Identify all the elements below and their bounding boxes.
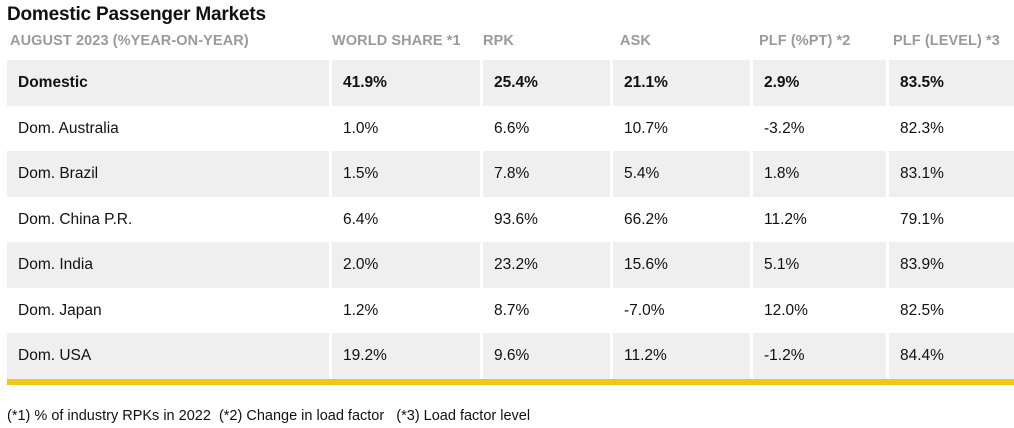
header-period: AUGUST 2023 (%YEAR-ON-YEAR) (10, 33, 249, 49)
cell-rpk: 8.7% (494, 301, 530, 319)
data-table: Domestic 41.9% 25.4% 21.1% 2.9% 83.5% Do… (7, 60, 1014, 379)
cell-rpk: 93.6% (494, 210, 538, 228)
cell-world-share: 1.5% (332, 151, 480, 197)
header-plf-level: PLF (LEVEL) *3 (893, 33, 1000, 49)
cell-plf-pt: -1.2% (753, 333, 886, 379)
cell-market: Dom. Brazil (7, 151, 329, 197)
table-row-australia: Dom. Australia 1.0% 6.6% 10.7% -3.2% 82.… (7, 106, 1014, 152)
header-plf-pt: PLF (%PT) *2 (759, 33, 851, 49)
cell-world-share: 1.2% (343, 301, 379, 319)
cell-rpk: 25.4% (483, 60, 610, 106)
cell-rpk: 6.6% (494, 119, 530, 137)
cell-plf-pt: 5.1% (753, 242, 886, 288)
cell-world-share: 6.4% (343, 210, 379, 228)
cell-ask: 21.1% (613, 60, 750, 106)
cell-plf-pt: 1.8% (753, 151, 886, 197)
cell-ask: 5.4% (613, 151, 750, 197)
cell-ask: -7.0% (624, 301, 665, 319)
cell-plf-level: 82.3% (900, 119, 944, 137)
cell-plf-level: 83.5% (889, 60, 1014, 106)
cell-market: Domestic (7, 60, 329, 106)
cell-ask: 11.2% (613, 333, 750, 379)
table-row-china: Dom. China P.R. 6.4% 93.6% 66.2% 11.2% 7… (7, 197, 1014, 243)
cell-plf-level: 84.4% (889, 333, 1014, 379)
cell-rpk: 23.2% (483, 242, 610, 288)
cell-ask: 15.6% (613, 242, 750, 288)
cell-market: Dom. China P.R. (18, 210, 133, 228)
cell-world-share: 2.0% (332, 242, 480, 288)
page-title: Domestic Passenger Markets (7, 4, 266, 25)
cell-plf-level: 83.1% (889, 151, 1014, 197)
cell-plf-level: 83.9% (889, 242, 1014, 288)
cell-market: Dom. USA (7, 333, 329, 379)
header-world-share: WORLD SHARE *1 (332, 33, 461, 49)
cell-market: Dom. India (7, 242, 329, 288)
cell-world-share: 41.9% (332, 60, 480, 106)
table-header: AUGUST 2023 (%YEAR-ON-YEAR) WORLD SHARE … (7, 30, 1014, 54)
cell-plf-pt: 12.0% (764, 301, 808, 319)
cell-ask: 10.7% (624, 119, 668, 137)
accent-divider (7, 379, 1014, 385)
cell-plf-pt: 2.9% (753, 60, 886, 106)
cell-market: Dom. Japan (18, 301, 102, 319)
cell-world-share: 1.0% (343, 119, 379, 137)
footnote: (*1) % of industry RPKs in 2022 (*2) Cha… (7, 408, 531, 424)
header-ask: ASK (620, 33, 651, 49)
table-row-brazil: Dom. Brazil 1.5% 7.8% 5.4% 1.8% 83.1% (7, 151, 1014, 197)
cell-ask: 66.2% (624, 210, 668, 228)
cell-plf-level: 82.5% (900, 301, 944, 319)
cell-world-share: 19.2% (332, 333, 480, 379)
cell-plf-pt: 11.2% (764, 210, 807, 228)
cell-plf-level: 79.1% (900, 210, 944, 228)
header-rpk: RPK (483, 33, 514, 49)
cell-plf-pt: -3.2% (764, 119, 805, 137)
cell-rpk: 9.6% (483, 333, 610, 379)
table-row-domestic: Domestic 41.9% 25.4% 21.1% 2.9% 83.5% (7, 60, 1014, 106)
table-row-japan: Dom. Japan 1.2% 8.7% -7.0% 12.0% 82.5% (7, 288, 1014, 334)
table-row-india: Dom. India 2.0% 23.2% 15.6% 5.1% 83.9% (7, 242, 1014, 288)
cell-rpk: 7.8% (483, 151, 610, 197)
table-row-usa: Dom. USA 19.2% 9.6% 11.2% -1.2% 84.4% (7, 333, 1014, 379)
cell-market: Dom. Australia (18, 119, 119, 137)
